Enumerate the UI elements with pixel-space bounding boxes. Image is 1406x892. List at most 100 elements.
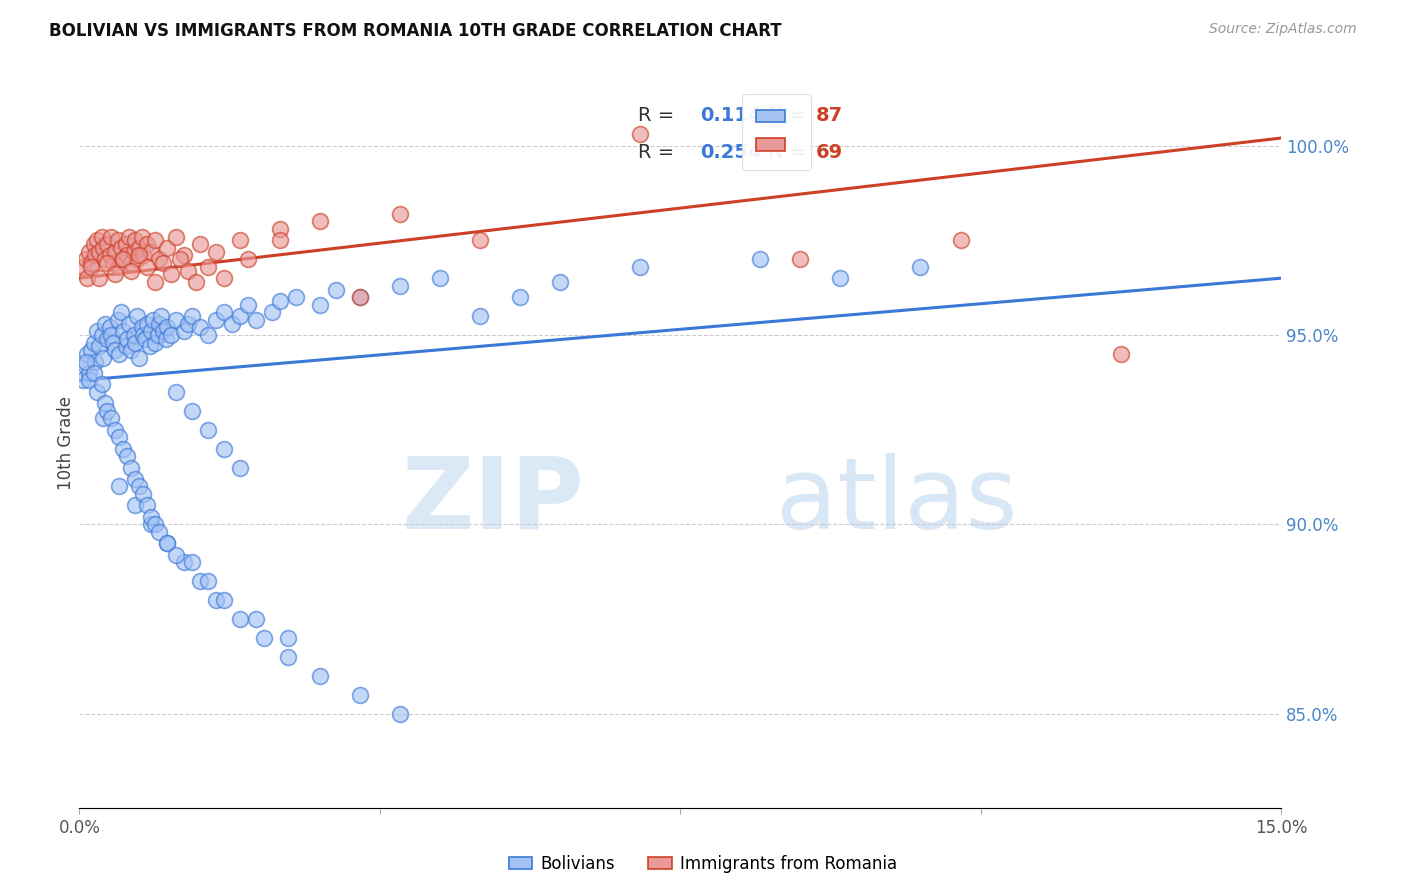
Point xyxy=(117,332,139,346)
Point xyxy=(128,241,150,255)
Point xyxy=(100,411,122,425)
Point xyxy=(84,354,107,368)
Point xyxy=(86,384,108,399)
Point xyxy=(169,252,191,267)
Point xyxy=(136,260,159,274)
Text: BOLIVIAN VS IMMIGRANTS FROM ROMANIA 10TH GRADE CORRELATION CHART: BOLIVIAN VS IMMIGRANTS FROM ROMANIA 10TH… xyxy=(49,22,782,40)
Point xyxy=(122,328,145,343)
Point xyxy=(388,278,411,293)
Point xyxy=(100,229,122,244)
Point xyxy=(90,229,112,244)
Point xyxy=(184,275,207,289)
Point xyxy=(180,555,202,569)
Point xyxy=(90,328,112,343)
Text: ZIP: ZIP xyxy=(401,453,583,550)
Point xyxy=(86,233,108,247)
Point xyxy=(173,248,195,262)
Point xyxy=(114,339,136,353)
Point xyxy=(165,548,187,562)
Point xyxy=(75,354,97,368)
Point xyxy=(131,229,153,244)
Point xyxy=(269,293,291,308)
Point xyxy=(148,524,170,539)
Point xyxy=(104,244,127,259)
Point xyxy=(128,248,150,262)
Point xyxy=(96,256,118,270)
Point xyxy=(112,442,135,456)
Point xyxy=(89,244,111,259)
Point xyxy=(77,374,100,388)
Point xyxy=(146,328,169,343)
Point xyxy=(80,260,103,274)
Text: 0.114: 0.114 xyxy=(700,106,762,125)
Point xyxy=(93,351,115,365)
Point xyxy=(124,472,146,486)
Point xyxy=(308,669,330,683)
Point xyxy=(165,384,187,399)
Point xyxy=(124,233,146,247)
Point xyxy=(125,309,148,323)
Point xyxy=(101,335,124,350)
Point xyxy=(148,252,170,267)
Legend: , : , xyxy=(742,94,811,169)
Point xyxy=(277,631,299,645)
Point xyxy=(128,479,150,493)
Point xyxy=(125,252,148,267)
Text: N =: N = xyxy=(756,106,811,125)
Point xyxy=(252,631,274,645)
Point xyxy=(156,536,179,550)
Text: N =: N = xyxy=(756,143,811,161)
Point xyxy=(107,233,129,247)
Point xyxy=(156,241,179,255)
Point xyxy=(148,317,170,331)
Point xyxy=(80,343,103,358)
Point xyxy=(197,574,219,589)
Point xyxy=(76,347,98,361)
Point xyxy=(93,241,115,255)
Point xyxy=(468,309,491,323)
Point xyxy=(197,328,219,343)
Point xyxy=(136,317,159,331)
Point xyxy=(245,612,267,626)
Point xyxy=(269,233,291,247)
Point xyxy=(89,271,111,285)
Point xyxy=(277,649,299,664)
Point xyxy=(114,237,136,252)
Point xyxy=(134,332,156,346)
Point xyxy=(86,324,108,338)
Point xyxy=(93,411,115,425)
Point xyxy=(197,423,219,437)
Point xyxy=(176,317,198,331)
Text: Source: ZipAtlas.com: Source: ZipAtlas.com xyxy=(1209,22,1357,37)
Point xyxy=(141,509,163,524)
Point xyxy=(245,313,267,327)
Point xyxy=(628,128,651,142)
Point xyxy=(120,263,142,277)
Point xyxy=(101,256,124,270)
Point xyxy=(749,252,772,267)
Point xyxy=(509,290,531,304)
Point xyxy=(176,263,198,277)
Legend: Bolivians, Immigrants from Romania: Bolivians, Immigrants from Romania xyxy=(502,848,904,880)
Point xyxy=(98,248,121,262)
Point xyxy=(118,317,141,331)
Point xyxy=(77,244,100,259)
Point xyxy=(94,396,117,410)
Point xyxy=(120,343,142,358)
Point xyxy=(77,366,100,380)
Point xyxy=(236,298,259,312)
Point xyxy=(145,233,167,247)
Point xyxy=(269,222,291,236)
Point xyxy=(132,248,155,262)
Point xyxy=(228,309,250,323)
Point xyxy=(155,332,177,346)
Point xyxy=(132,328,155,343)
Point xyxy=(104,423,127,437)
Point xyxy=(197,260,219,274)
Point xyxy=(830,271,852,285)
Point xyxy=(96,237,118,252)
Point xyxy=(349,688,371,702)
Point xyxy=(83,335,105,350)
Point xyxy=(152,324,174,338)
Point xyxy=(107,313,129,327)
